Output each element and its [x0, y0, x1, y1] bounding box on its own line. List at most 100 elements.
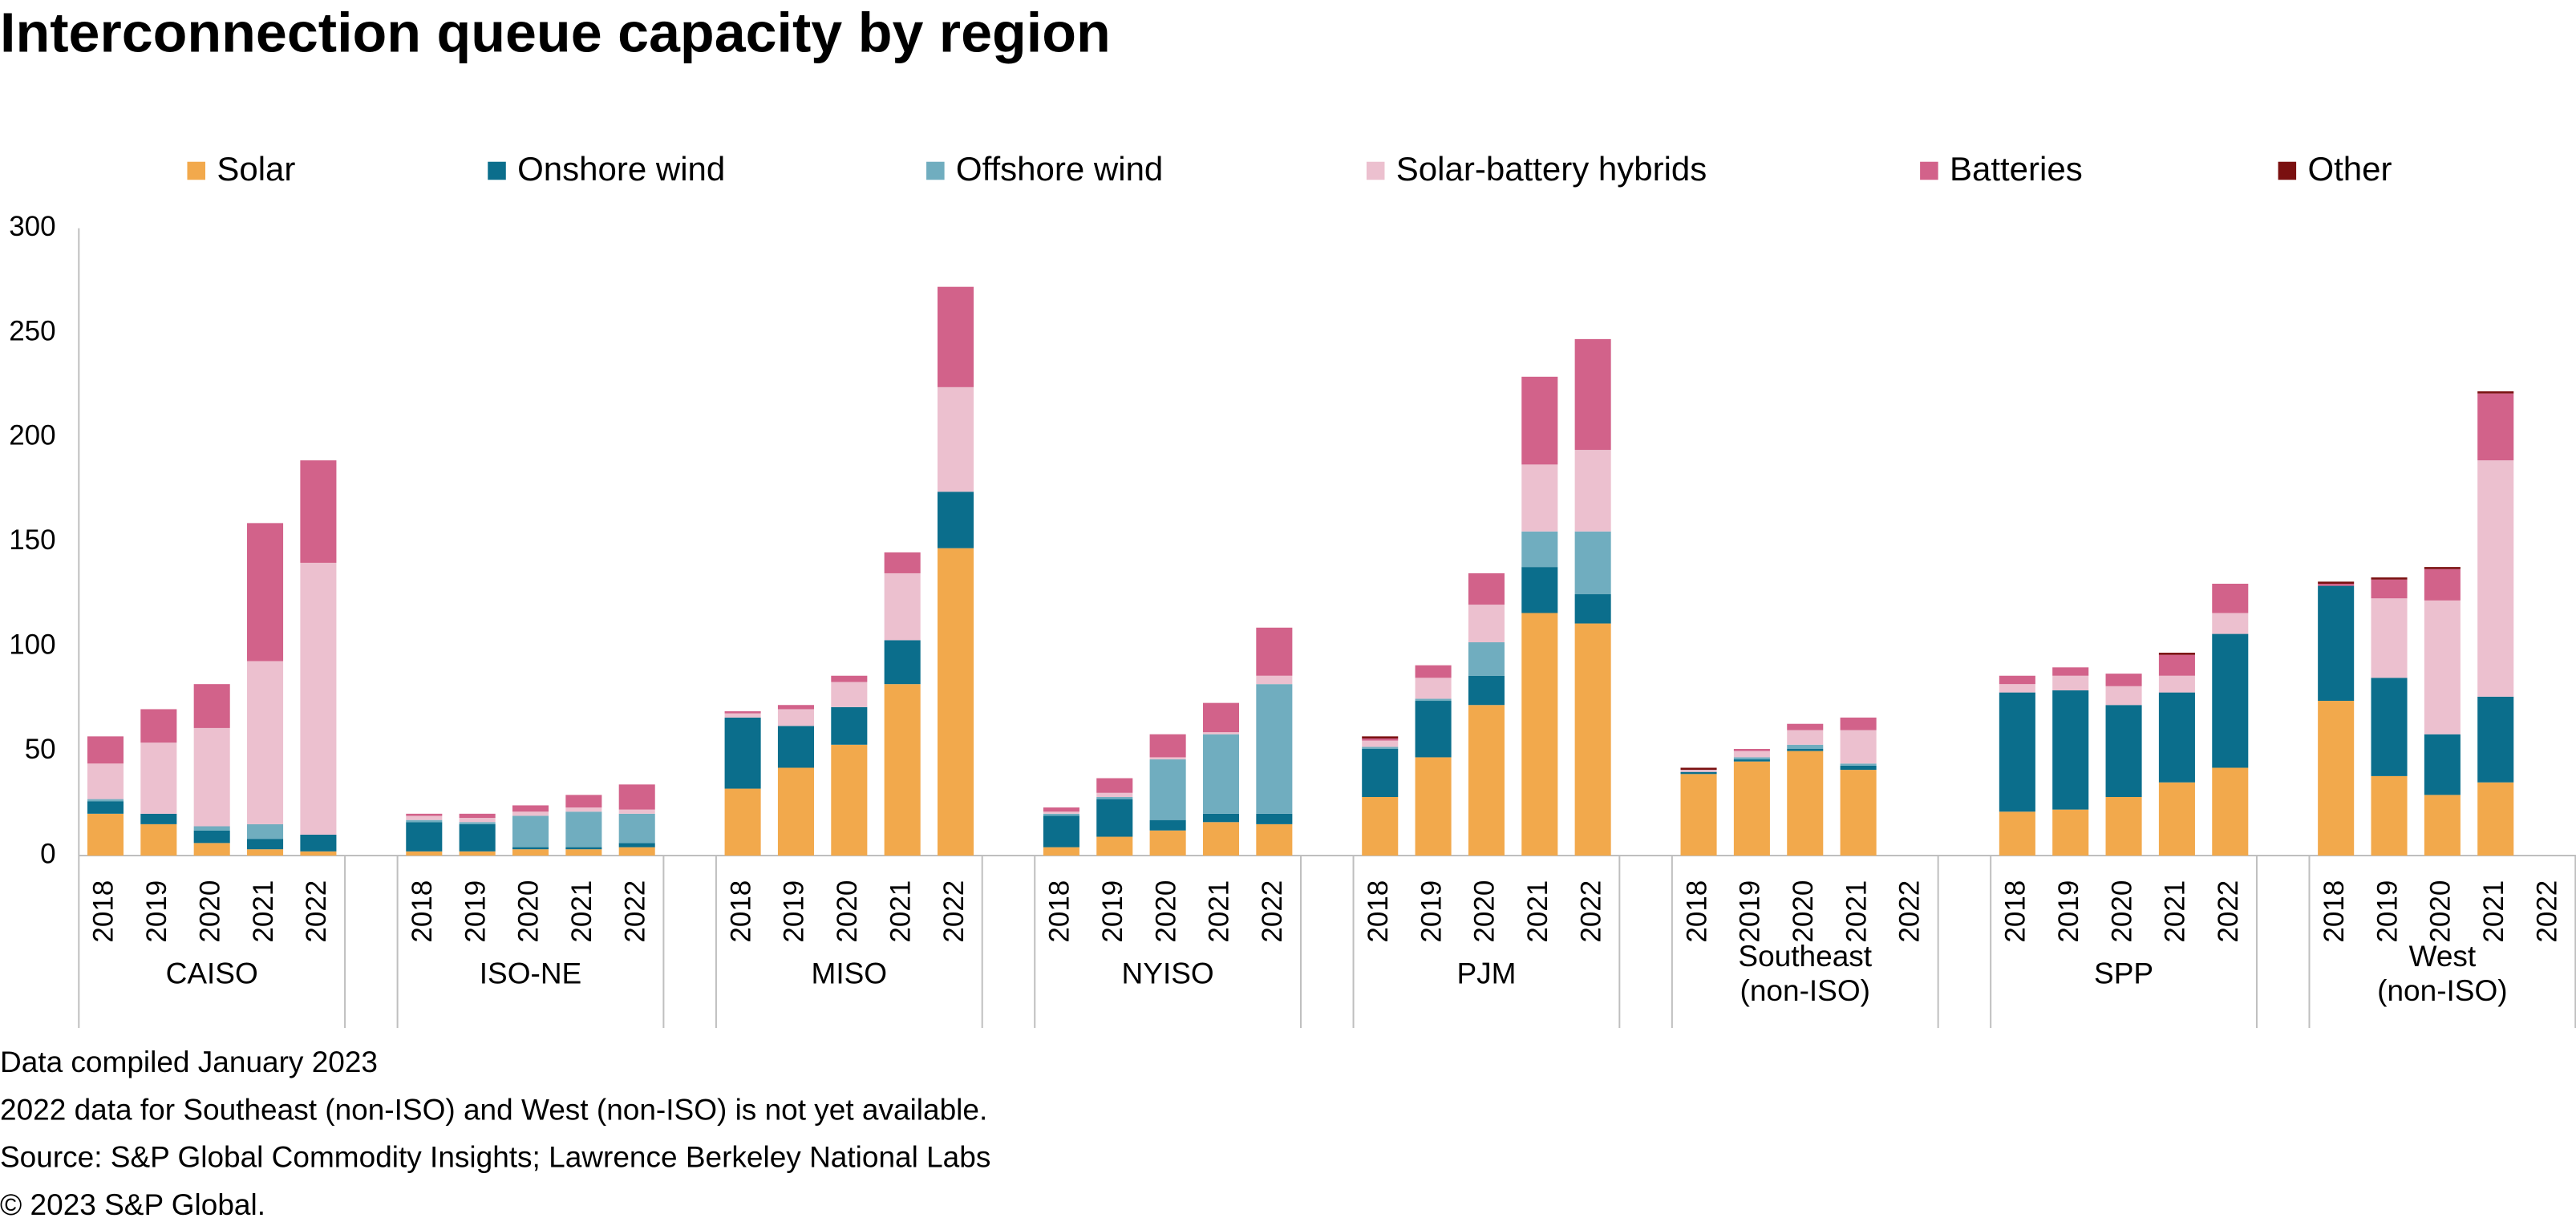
group-label: (non-ISO) [1740, 974, 1870, 1007]
bar-segment [2158, 675, 2195, 693]
bar-segment [2052, 675, 2089, 690]
bar-segment [777, 709, 814, 726]
x-tick-label: 2018 [88, 880, 119, 943]
bar-segment [1787, 749, 1824, 751]
x-tick-label: 2020 [1788, 880, 1819, 943]
bar-segment [87, 813, 124, 856]
bar-segment [1415, 701, 1452, 758]
bar-segment [2212, 583, 2249, 613]
group-label: PJM [1456, 957, 1516, 989]
bar-segment [1202, 732, 1240, 734]
x-tick-label: 2019 [1416, 880, 1447, 943]
bar-segment [831, 706, 868, 745]
x-tick-label: 2020 [2425, 880, 2457, 943]
group-label: West [2409, 940, 2477, 973]
bar-segment [247, 839, 284, 850]
group-label: (non-ISO) [2377, 974, 2507, 1007]
bar-segment [2105, 674, 2142, 686]
bar-segment [724, 788, 761, 856]
x-tick-label: 2021 [566, 880, 597, 943]
bar-segment [1149, 757, 1186, 760]
bar-segment [1256, 684, 1293, 814]
bar-segment [1733, 757, 1770, 760]
bar-segment [247, 661, 284, 824]
bar-segment [87, 736, 124, 764]
bar-segment [777, 726, 814, 768]
bar-segment [1468, 705, 1505, 856]
bar-segment [1043, 811, 1079, 814]
bar-segment [618, 813, 655, 844]
bar-segment [406, 815, 443, 820]
bar-segment [2318, 581, 2355, 584]
bar-segment [1202, 813, 1240, 823]
y-tick-label: 150 [9, 524, 55, 556]
bar-segment [2158, 653, 2195, 655]
x-tick-label: 2020 [2106, 880, 2137, 943]
bar-segment [618, 809, 655, 814]
bar-segment [1521, 376, 1558, 465]
x-tick-label: 2021 [248, 880, 279, 943]
x-tick-label: 2022 [1575, 880, 1606, 943]
x-tick-label: 2020 [1469, 880, 1501, 943]
legend-label: Solar [217, 150, 295, 188]
bar-segment [1256, 675, 1293, 685]
bar-segment [937, 492, 974, 548]
x-tick-label: 2019 [2053, 880, 2084, 943]
bar-segment [1680, 771, 1717, 775]
bar-segment [884, 640, 921, 685]
bar-segment [2318, 585, 2355, 702]
bar-segment [937, 548, 974, 856]
bar-segment [1362, 749, 1399, 797]
group-label: SPP [2094, 957, 2153, 989]
legend-marker [488, 161, 506, 180]
bar-segment [618, 843, 655, 848]
bar-segment [2212, 633, 2249, 768]
bar-segment [1840, 730, 1877, 764]
bar-segment [1574, 450, 1611, 532]
bar-segment [1202, 702, 1240, 733]
bar-segment [1043, 813, 1079, 816]
bar-segment [1521, 531, 1558, 568]
bar-segment [300, 562, 337, 835]
bar-segment [724, 717, 761, 789]
bar-segment [884, 573, 921, 641]
y-tick-label: 300 [9, 211, 55, 242]
legend-marker [926, 161, 945, 180]
x-tick-label: 2021 [2160, 880, 2191, 943]
bar-segment [2212, 613, 2249, 634]
bar-segment [1840, 763, 1877, 766]
x-tick-label: 2018 [1681, 880, 1712, 943]
bar-segment [2158, 692, 2195, 783]
bar-segment [1680, 767, 1717, 771]
bar-segment [459, 818, 496, 823]
bar-segment [1787, 744, 1824, 750]
bar-segment [512, 811, 549, 816]
bar-segment [1256, 813, 1293, 824]
bar-segment [1999, 692, 2035, 812]
x-tick-label: 2019 [2371, 880, 2403, 943]
legend-marker [187, 161, 205, 180]
bar-segment [2371, 678, 2408, 776]
bar-segment [1999, 684, 2035, 693]
bar-segment [2158, 782, 2195, 856]
bar-segment [2105, 705, 2142, 797]
bar-segment [2424, 568, 2461, 601]
bar-segment [2318, 583, 2355, 586]
bar-segment [2052, 690, 2089, 810]
bar-segment [2318, 701, 2355, 856]
bar-segment [565, 849, 602, 856]
footnote: © 2023 S&P Global. [0, 1188, 265, 1221]
x-tick-label: 2018 [1363, 880, 1394, 943]
bar-segment [193, 843, 230, 856]
bar-segment [831, 744, 868, 856]
bar-segment [2477, 391, 2514, 394]
x-tick-label: 2018 [2319, 880, 2350, 943]
bar-segment [1096, 778, 1133, 793]
bar-segment [140, 709, 177, 743]
group-label: CAISO [166, 957, 258, 989]
x-tick-label: 2020 [194, 880, 225, 943]
bar-segment [1787, 730, 1824, 745]
x-tick-label: 2019 [460, 880, 491, 943]
x-tick-label: 2022 [619, 880, 650, 943]
